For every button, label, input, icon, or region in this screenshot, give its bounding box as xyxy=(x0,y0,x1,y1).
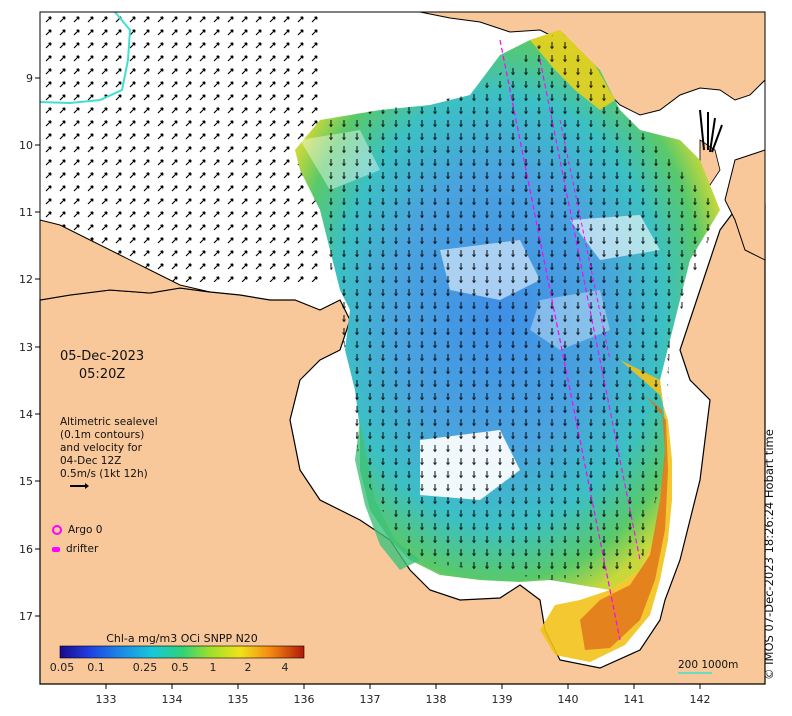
argo-label: Argo 0 xyxy=(68,524,103,536)
colorbar xyxy=(59,645,305,659)
lat-tick-label: 9 xyxy=(26,72,33,85)
argo-circle-icon xyxy=(52,525,62,535)
colorbar-tick-label: 4 xyxy=(282,661,289,674)
lat-tick-label: 12 xyxy=(19,273,33,286)
lat-tick-label: 13 xyxy=(19,341,33,354)
legend-line: Altimetric sealevel xyxy=(60,416,158,428)
lon-tick-marks xyxy=(105,684,701,689)
lon-tick-label: 133 xyxy=(96,693,117,706)
time-label: 05:20Z xyxy=(78,367,126,382)
credit-label: © IMOS 07-Dec-2023 18:26:24 Hobart time xyxy=(762,429,776,680)
lon-tick-label: 137 xyxy=(360,693,381,706)
lon-tick-label: 134 xyxy=(162,693,183,706)
lon-tick-label: 135 xyxy=(228,693,249,706)
land-arnhem-coast xyxy=(39,219,211,301)
colorbar-tick-label: 2 xyxy=(245,661,252,674)
plot-frame xyxy=(39,11,766,685)
velocity-field-gulf xyxy=(320,30,720,580)
land-australia xyxy=(39,199,766,685)
lon-tick-label: 142 xyxy=(690,693,711,706)
bathymetry-200m-contour xyxy=(39,11,132,105)
lon-tick-label: 138 xyxy=(426,693,447,706)
lon-tick-label: 136 xyxy=(294,693,315,706)
lat-tick-label: 10 xyxy=(19,139,33,152)
date-label: 05-Dec-2023 xyxy=(60,349,145,364)
date-time-label: 05-Dec-2023 05:20Z xyxy=(60,348,144,384)
colorbar-tick-label: 0.25 xyxy=(133,661,158,674)
lat-tick-label: 14 xyxy=(19,408,33,421)
satellite-track xyxy=(559,119,611,361)
lon-tick-label: 141 xyxy=(624,693,645,706)
legend-line: 04-Dec 12Z xyxy=(60,455,122,467)
satellite-track xyxy=(539,59,641,561)
velocity-field-northwest xyxy=(40,12,320,282)
velocity-legend: Altimetric sealevel (0.1m contours) and … xyxy=(60,416,158,481)
argo-legend: Argo 0 xyxy=(52,524,102,536)
legend-line: (0.1m contours) xyxy=(60,429,145,441)
colorbar-tick-label: 1 xyxy=(210,661,217,674)
chlorophyll-coastal-peak xyxy=(580,395,668,650)
lat-tick-label: 15 xyxy=(19,475,33,488)
scale-label: 200 1000m xyxy=(678,659,739,671)
legend-line: 0.5m/s (1kt 12h) xyxy=(60,468,148,480)
colorbar-tick-label: 0.5 xyxy=(171,661,189,674)
lon-tick-label: 139 xyxy=(492,693,513,706)
satellite-track xyxy=(499,39,621,641)
drifter-icon xyxy=(52,546,60,552)
colorbar-title: Chl-a mg/m3 OCi SNPP N20 xyxy=(106,632,258,645)
lon-tick-label: 140 xyxy=(558,693,579,706)
strong-velocity-arrows xyxy=(699,109,723,153)
lat-tick-label: 17 xyxy=(19,610,33,623)
drifter-legend: drifter xyxy=(52,543,98,555)
lat-tick-marks xyxy=(35,77,40,617)
drifter-label: drifter xyxy=(66,543,99,555)
colorbar-tick-label: 0.05 xyxy=(50,661,75,674)
colorbar-tick-label: 0.1 xyxy=(87,661,105,674)
legend-line: and velocity for xyxy=(60,442,142,454)
velocity-scale-arrow-icon xyxy=(70,483,89,489)
lat-tick-label: 16 xyxy=(19,543,33,556)
lat-tick-label: 11 xyxy=(19,206,33,219)
